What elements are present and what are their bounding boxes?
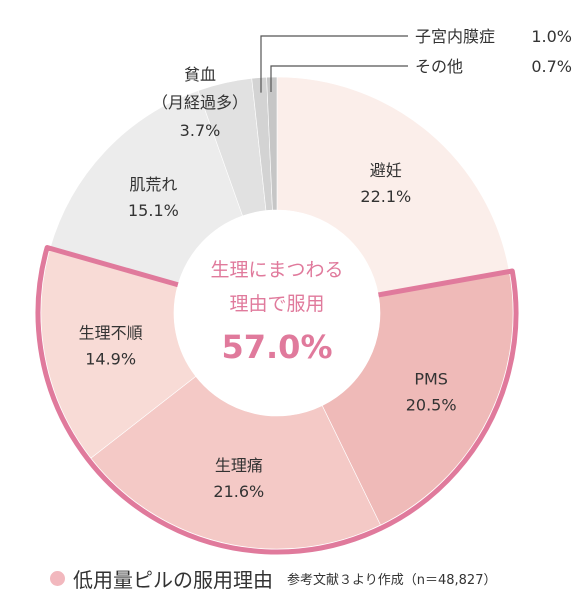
caption: 低用量ピルの服用理由 参考文献３より作成（n＝48,827）: [50, 563, 496, 593]
slices-group: [40, 76, 514, 550]
caption-title: 低用量ピルの服用理由: [73, 567, 273, 592]
slice-label-1: PMS: [414, 369, 448, 388]
slice-label-5: 貧血: [184, 65, 216, 84]
slice-4: [49, 90, 243, 286]
slice-value-4: 15.1%: [128, 201, 179, 220]
highlight-outline: [35, 245, 519, 555]
center-circle: [174, 210, 380, 416]
slice-label-5: （月経過多）: [152, 93, 248, 112]
slice-value-6: 1.0%: [531, 27, 572, 46]
center-text-0: 生理にまつわる: [210, 259, 343, 281]
leader-line-7: [270, 65, 408, 93]
caption-dot: [50, 570, 65, 586]
center-text-1: 理由で服用: [229, 293, 324, 315]
slice-labels-group: 避妊 22.1% PMS 20.5% 生理痛 21.6% 生理不順 14.9% 肌荒れ 15.1%…: [79, 27, 572, 501]
slice-value-0: 22.1%: [360, 187, 411, 206]
caption-source: 参考文献３より作成（n＝48,827）: [287, 572, 497, 588]
slice-label-0: 避妊: [370, 161, 402, 180]
slice-value-1: 20.5%: [406, 395, 457, 414]
slice-label-2: 生理痛: [215, 456, 263, 475]
slice-label-3: 生理不順: [79, 323, 143, 342]
slice-value-7: 0.7%: [531, 57, 572, 76]
slice-value-5: 3.7%: [180, 121, 221, 140]
slice-label-6: 子宮内膜症: [415, 27, 495, 46]
highlight-outline-group: [35, 245, 519, 555]
leader-line-6: [260, 35, 408, 93]
donut-chart: 避妊 22.1% PMS 20.5% 生理痛 21.6% 生理不順 14.9% 肌荒れ 15.1%…: [35, 27, 572, 555]
center-value: 57.0%: [221, 328, 332, 366]
slice-label-4: 肌荒れ: [129, 175, 177, 194]
slice-value-2: 21.6%: [213, 482, 264, 501]
slice-label-7: その他: [415, 57, 463, 76]
slice-value-3: 14.9%: [85, 349, 136, 368]
